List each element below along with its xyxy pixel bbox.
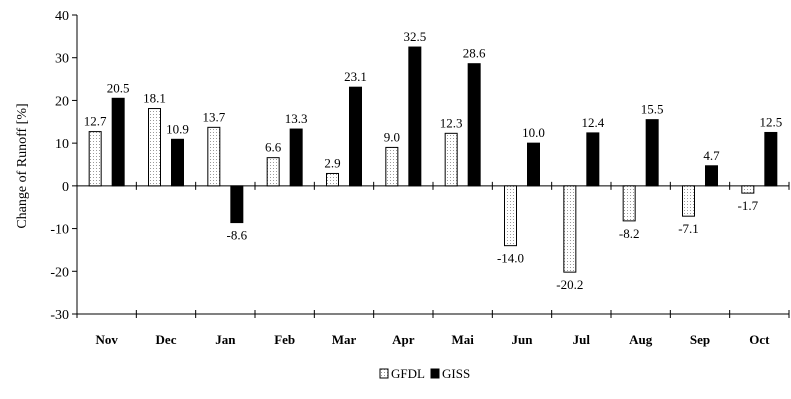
x-category-label: Jun xyxy=(512,332,534,347)
data-label: -8.6 xyxy=(227,228,248,243)
x-category-label: Mai xyxy=(451,332,474,347)
x-category-label: Jul xyxy=(573,332,591,347)
x-category-label: Nov xyxy=(95,332,118,347)
x-category-label: Mar xyxy=(332,332,357,347)
bar-gfdl xyxy=(622,185,636,222)
y-tick-label: 40 xyxy=(55,9,69,24)
bar-giss xyxy=(230,185,244,224)
data-label: 4.7 xyxy=(703,148,720,163)
bar-giss xyxy=(527,142,540,187)
bar-giss xyxy=(171,138,184,187)
data-label: -7.1 xyxy=(678,221,699,236)
bar-giss xyxy=(705,165,718,187)
data-label: -1.7 xyxy=(738,198,759,213)
data-label: 20.5 xyxy=(107,80,130,95)
bar-giss xyxy=(349,86,362,187)
bar-giss xyxy=(467,63,481,187)
bar-gfdl xyxy=(504,185,517,247)
bar-gfdl xyxy=(385,146,399,187)
x-category-label: Apr xyxy=(392,332,415,347)
x-category-label: Sep xyxy=(690,332,710,347)
y-tick-label: 20 xyxy=(55,94,69,109)
data-label: 9.0 xyxy=(384,129,400,144)
y-tick-label: -30 xyxy=(50,308,69,323)
y-tick-label: 10 xyxy=(55,137,69,152)
bar-gfdl xyxy=(682,185,695,217)
bar-gfdl xyxy=(326,172,339,187)
legend-swatch-giss xyxy=(430,368,440,379)
y-axis-title: Change of Runoff [%] xyxy=(15,103,30,228)
data-label: 12.7 xyxy=(84,114,107,129)
legend: GFDL GISS xyxy=(379,366,470,381)
y-tick-label: -20 xyxy=(50,265,69,280)
bar-giss xyxy=(289,128,303,187)
data-label: 23.1 xyxy=(344,69,367,84)
bar-gfdl xyxy=(444,132,458,187)
data-label: -14.0 xyxy=(497,251,524,266)
data-label: -20.2 xyxy=(556,277,583,292)
legend-swatch-gfdl xyxy=(379,368,389,379)
x-category-label: Feb xyxy=(274,332,295,347)
data-label: -8.2 xyxy=(619,226,640,241)
bar-gfdl xyxy=(207,126,221,187)
data-label: 2.9 xyxy=(324,155,340,170)
data-label: 12.5 xyxy=(759,114,782,129)
bar-giss xyxy=(408,46,422,187)
legend-label: GFDL xyxy=(391,366,425,381)
bar-gfdl xyxy=(88,131,102,187)
bar-gfdl xyxy=(148,108,161,187)
x-category-label: Oct xyxy=(749,332,770,347)
data-label: 6.6 xyxy=(265,140,282,155)
data-label: 15.5 xyxy=(641,102,664,117)
bar-giss xyxy=(586,132,600,187)
bar-giss xyxy=(764,131,778,187)
data-label: 10.9 xyxy=(166,121,189,136)
data-label: 12.3 xyxy=(440,115,463,130)
data-label: 13.3 xyxy=(285,111,308,126)
legend-label: GISS xyxy=(442,366,470,381)
data-label: 10.0 xyxy=(522,125,545,140)
bar-gfdl xyxy=(741,185,755,194)
y-tick-label: -10 xyxy=(50,223,69,238)
y-tick-label: 30 xyxy=(55,52,69,67)
x-category-label: Aug xyxy=(629,332,653,347)
x-category-label: Dec xyxy=(156,332,177,347)
data-label: 32.5 xyxy=(403,29,426,44)
data-label: 28.6 xyxy=(463,46,486,61)
data-label: 13.7 xyxy=(202,109,225,124)
y-tick-label: 0 xyxy=(62,180,69,195)
bar-giss xyxy=(645,119,659,187)
bar-giss xyxy=(111,97,125,187)
bar-gfdl xyxy=(563,185,577,273)
data-label: 12.4 xyxy=(581,115,604,130)
x-category-label: Jan xyxy=(215,332,236,347)
data-label: 18.1 xyxy=(143,91,166,106)
bar-gfdl xyxy=(266,157,280,187)
